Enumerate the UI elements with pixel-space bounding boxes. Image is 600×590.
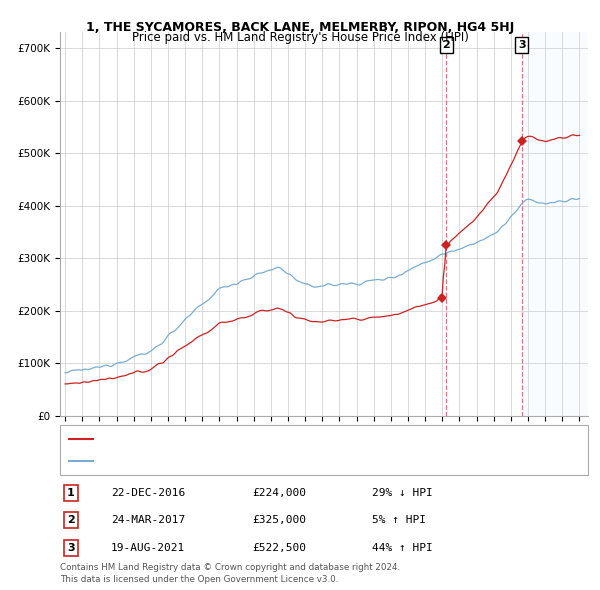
Text: 24-MAR-2017: 24-MAR-2017 <box>111 516 185 525</box>
Text: Contains HM Land Registry data © Crown copyright and database right 2024.: Contains HM Land Registry data © Crown c… <box>60 563 400 572</box>
Text: 3: 3 <box>518 40 526 50</box>
Text: 44% ↑ HPI: 44% ↑ HPI <box>372 543 433 553</box>
Text: 5% ↑ HPI: 5% ↑ HPI <box>372 516 426 525</box>
Text: 1, THE SYCAMORES, BACK LANE, MELMERBY, RIPON, HG4 5HJ (detached house): 1, THE SYCAMORES, BACK LANE, MELMERBY, R… <box>96 434 472 443</box>
Text: £224,000: £224,000 <box>252 488 306 497</box>
Text: 22-DEC-2016: 22-DEC-2016 <box>111 488 185 497</box>
Text: 29% ↓ HPI: 29% ↓ HPI <box>372 488 433 497</box>
Text: 2: 2 <box>67 516 74 525</box>
Text: £522,500: £522,500 <box>252 543 306 553</box>
Bar <box>521 32 588 416</box>
Text: HPI: Average price, detached house, North Yorkshire: HPI: Average price, detached house, Nort… <box>96 457 344 466</box>
Text: £325,000: £325,000 <box>252 516 306 525</box>
Text: 1, THE SYCAMORES, BACK LANE, MELMERBY, RIPON, HG4 5HJ: 1, THE SYCAMORES, BACK LANE, MELMERBY, R… <box>86 21 514 34</box>
Text: This data is licensed under the Open Government Licence v3.0.: This data is licensed under the Open Gov… <box>60 575 338 584</box>
Text: 19-AUG-2021: 19-AUG-2021 <box>111 543 185 553</box>
Text: Price paid vs. HM Land Registry's House Price Index (HPI): Price paid vs. HM Land Registry's House … <box>131 31 469 44</box>
Text: 1: 1 <box>67 488 74 497</box>
Text: 3: 3 <box>67 543 74 553</box>
Text: 2: 2 <box>442 40 450 50</box>
